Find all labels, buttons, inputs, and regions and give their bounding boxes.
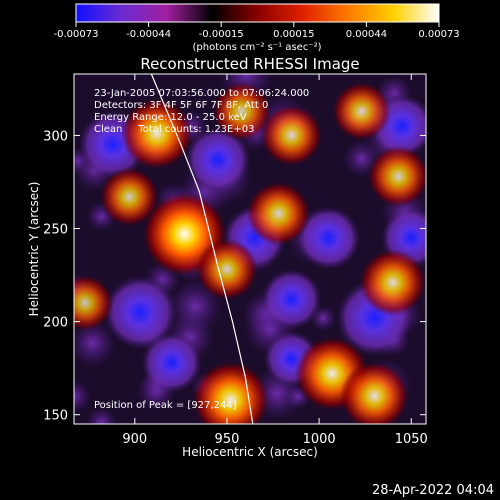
heatmap-hot-spot bbox=[339, 361, 409, 424]
y-tick-label: 250 bbox=[43, 223, 68, 238]
colorbar-tick-label: -0.00073 bbox=[54, 29, 99, 40]
heatmap-hot-spot bbox=[367, 145, 426, 208]
y-tick-label: 300 bbox=[43, 129, 68, 144]
solar-limb-curve bbox=[150, 74, 254, 424]
chart-title: Reconstructed RHESSI Image bbox=[140, 55, 359, 73]
x-tick-label: 1000 bbox=[303, 432, 336, 447]
colorbar: -0.00073 -0.00044 -0.00015 0.00015 0.00044 0.… bbox=[54, 3, 460, 53]
heatmap-hot-spot bbox=[331, 81, 391, 141]
x-axis-label: Heliocentric X (arcsec) bbox=[182, 445, 318, 459]
heatmap-hot-spot bbox=[74, 274, 114, 332]
heatmap-hot-spot bbox=[99, 167, 159, 227]
heatmap-cold-spot bbox=[297, 206, 360, 270]
heatmap-hot-spot bbox=[260, 104, 323, 167]
heatmap-area bbox=[74, 74, 426, 424]
peak-position-label: Position of Peak = [927,244] bbox=[94, 400, 237, 411]
x-tick-label: 1050 bbox=[395, 432, 428, 447]
heatmap-cold-spot bbox=[185, 127, 251, 193]
heatmap-texture-blob bbox=[74, 320, 116, 367]
colorbar-tick-label: 0.00015 bbox=[273, 29, 314, 40]
x-tick-label: 950 bbox=[215, 432, 240, 447]
footer-timestamp: 28-Apr-2022 04:04 bbox=[372, 483, 494, 498]
colorbar-unit-label: (photons cm⁻² s⁻¹ asec⁻²) bbox=[192, 42, 321, 53]
colorbar-tick-label: 0.00044 bbox=[346, 29, 387, 40]
x-tick-label: 900 bbox=[122, 432, 147, 447]
y-axis-label: Heliocentric Y (arcsec) bbox=[27, 182, 41, 317]
annotation-block: 23-Jan-2005 07:03:56.000 to 07:06:24.000… bbox=[94, 88, 309, 135]
y-tick-label: 200 bbox=[43, 316, 68, 331]
heatmap-hot-spot bbox=[212, 81, 272, 141]
heatmap-cold-spot bbox=[103, 275, 177, 349]
heatmap-texture-blob bbox=[74, 379, 91, 413]
heatmap-hot-spot bbox=[246, 181, 311, 246]
annotation-counts: Clean Total counts: 1.23E+03 bbox=[94, 124, 254, 135]
heatmap-hot-spot bbox=[121, 97, 193, 170]
heatmap-cold-spot bbox=[141, 332, 202, 393]
heatmap-hot-spot bbox=[359, 249, 426, 316]
annotation-detectors: Detectors: 3F 4F 5F 6F 7F 8F, Att 0 bbox=[94, 100, 268, 111]
colorbar-gradient bbox=[75, 3, 440, 23]
annotation-time: 23-Jan-2005 07:03:56.000 to 07:06:24.000 bbox=[94, 88, 309, 99]
heatmap-hot-spot bbox=[196, 238, 258, 301]
colorbar-tick-label: -0.00015 bbox=[199, 29, 244, 40]
y-tick-label: 150 bbox=[43, 409, 68, 424]
heatmap-texture-blob bbox=[85, 407, 117, 424]
colorbar-tick-label: -0.00044 bbox=[126, 29, 171, 40]
heatmap-cold-spot bbox=[261, 269, 322, 330]
plot-frame bbox=[73, 73, 427, 425]
annotation-energy: Energy Range: 12.0 - 25.0 keV bbox=[94, 112, 247, 123]
colorbar-tick-label: 0.00073 bbox=[418, 29, 459, 40]
